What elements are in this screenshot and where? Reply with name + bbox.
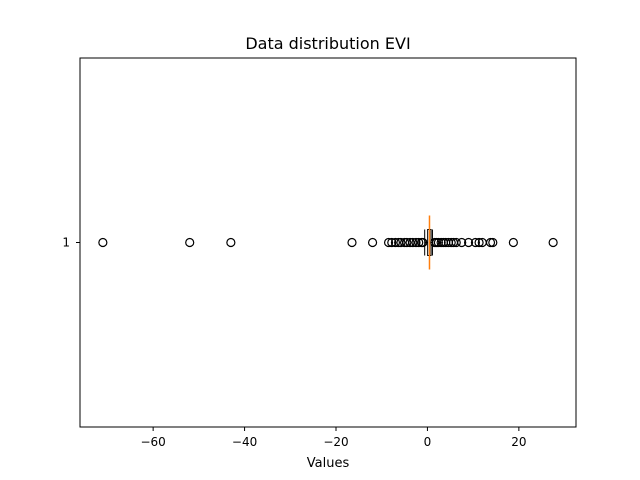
x-tick-label: −40 (232, 435, 257, 449)
outlier-point (508, 237, 518, 248)
x-tick-label: 20 (511, 435, 526, 449)
outlier-point (474, 237, 484, 248)
chart-title: Data distribution EVI (245, 34, 410, 53)
outlier-point (433, 237, 443, 248)
outlier-point (383, 237, 394, 248)
outlier-point (457, 237, 467, 248)
outlier-point (436, 237, 446, 248)
outlier-point (408, 237, 418, 248)
y-tick-label: 1 (62, 236, 70, 250)
outlier-point (98, 237, 108, 248)
outlier-point (402, 237, 412, 248)
plot-area (79, 57, 577, 428)
x-axis-label: Values (307, 456, 350, 471)
outlier-point (414, 237, 424, 248)
outlier-point (411, 237, 421, 248)
outlier-point (367, 237, 378, 248)
x-axis: −60 −40 −20 0 20 (140, 427, 526, 449)
box-element (424, 215, 433, 270)
x-tick-label: 0 (424, 435, 432, 449)
x-tick-label: −20 (323, 435, 348, 449)
outlier-point (488, 237, 498, 248)
outlier-point (390, 237, 401, 248)
outlier-point (387, 237, 397, 248)
outlier-point (548, 237, 558, 248)
outlier-point (451, 237, 461, 248)
outlier-point (226, 237, 236, 248)
outlier-point (463, 237, 474, 248)
y-axis: 1 (62, 236, 80, 250)
outlier-point (446, 237, 456, 248)
outlier-point (396, 237, 406, 248)
outlier-point (347, 237, 357, 248)
outlier-points (98, 237, 558, 248)
outlier-point (185, 237, 195, 248)
outlier-point (405, 237, 415, 248)
outlier-point (485, 237, 496, 248)
outlier-point (470, 237, 481, 248)
x-tick-label: −60 (140, 435, 165, 449)
